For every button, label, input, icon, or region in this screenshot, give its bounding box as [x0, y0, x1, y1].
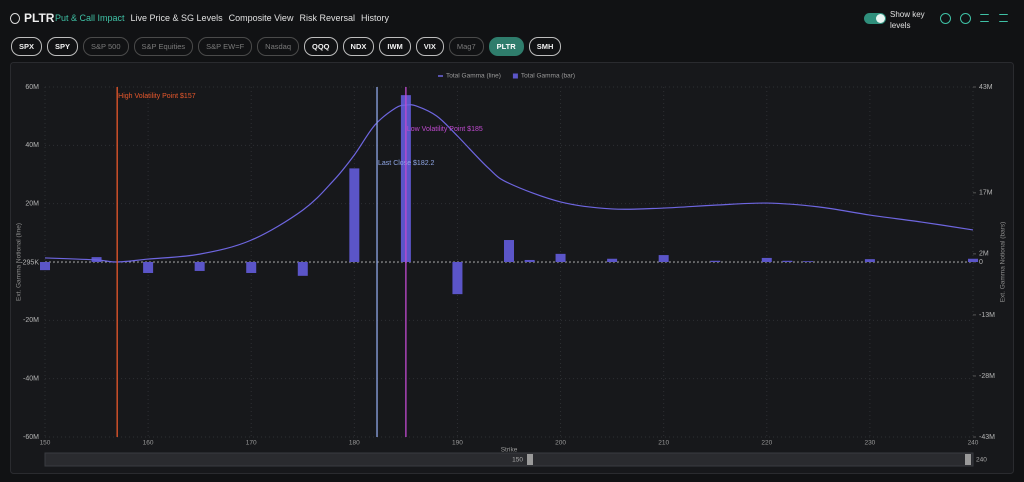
x-tick-label: 170 [246, 440, 257, 447]
legend-label: Total Gamma (bar) [521, 73, 575, 80]
fullscreen-icon[interactable] [999, 14, 1008, 22]
bar [143, 262, 154, 273]
bar [40, 262, 50, 271]
chips: SPX SPY S&P 500 S&P Equities S&P EW=F Nasdaq Q… [11, 37, 562, 56]
y2-axis-title: Ext. Gamma Notional (bars) [1000, 222, 1007, 303]
chip[interactable]: NDX [342, 37, 375, 56]
y2-tick-label: 0 [979, 259, 983, 266]
chip[interactable]: SMH [528, 37, 562, 56]
bar [555, 253, 566, 262]
chip[interactable]: PLTR [488, 37, 524, 56]
toggle[interactable] [864, 13, 886, 24]
chip[interactable]: S&P 500 [83, 37, 129, 56]
y2-tick-label: -28M [979, 373, 995, 380]
key-level-label: Low Volatility Point $185 [407, 126, 483, 133]
range-slider [44, 452, 974, 467]
y-tick-label: 60M [25, 84, 39, 91]
y2-tick-label: -43M [979, 434, 995, 441]
bar [524, 259, 535, 262]
logo [10, 13, 20, 24]
chip[interactable]: VIX [415, 37, 444, 56]
info-icon[interactable] [940, 13, 951, 24]
range-handle [965, 454, 971, 465]
bar [297, 262, 308, 276]
bar [864, 259, 875, 262]
chart: 150 160 170 180 190 200 210 220 230 240 60M 40M 20M -… [10, 62, 1014, 474]
x-tick-label: 150 [40, 440, 51, 447]
bar [968, 258, 978, 262]
tab[interactable]: Risk Reversal [299, 13, 355, 23]
x-tick-label: 180 [349, 440, 360, 447]
ticker: PLTR [24, 11, 55, 25]
y-tick-label: -40M [23, 376, 39, 383]
chart-panel [10, 62, 1014, 474]
bar [761, 257, 772, 262]
tab[interactable]: Live Price & SG Levels [130, 13, 223, 23]
tab[interactable]: Put & Call Impact [55, 13, 125, 23]
chip[interactable]: S&P Equities [133, 37, 194, 56]
chip[interactable]: SPX [11, 37, 43, 56]
chip[interactable]: QQQ [304, 37, 338, 56]
bar [782, 260, 793, 262]
x-tick-label: 220 [761, 440, 772, 447]
chip[interactable]: SPY [47, 37, 79, 56]
y2-tick-label: 17M [979, 190, 993, 197]
bar [710, 260, 721, 262]
range-label: 240 [976, 457, 987, 464]
top-bar: PLTR Put & Call Impact Live Price & SG Le… [0, 0, 1024, 36]
x-tick-label: 190 [452, 440, 463, 447]
x-tick-label: 160 [143, 440, 154, 447]
range-label: 150 [512, 457, 523, 464]
chip[interactable]: Mag7 [448, 37, 484, 56]
y2-tick-label: 43M [979, 84, 993, 91]
y-tick-label: -60M [23, 434, 39, 441]
bar [504, 240, 514, 262]
bar [452, 262, 463, 295]
bar [658, 255, 669, 262]
bar [803, 261, 814, 262]
y2-tick-label: -13M [979, 312, 995, 319]
bar [349, 168, 360, 262]
toggle-label: Show key levels [890, 10, 925, 30]
search-icon[interactable] [960, 13, 971, 24]
y-tick-label: 40M [25, 142, 39, 149]
settings-icon[interactable] [980, 14, 989, 22]
y-tick-label: -20M [23, 317, 39, 324]
bar [194, 262, 205, 271]
y-tick-label: 20M [25, 201, 39, 208]
x-tick-label: 230 [864, 440, 875, 447]
legend-label: Total Gamma (line) [446, 73, 501, 80]
tab[interactable]: History [360, 13, 389, 23]
chip[interactable]: IWM [379, 37, 411, 56]
line [44, 104, 974, 263]
x-tick-label: 200 [555, 440, 566, 447]
bar [607, 258, 618, 262]
y-axis-title: Ext. Gamma Notional (line) [16, 223, 23, 301]
chip[interactable]: S&P EW=F [198, 37, 253, 56]
y-tick-label: -295K [20, 260, 39, 267]
bar [246, 262, 257, 273]
x-tick-label: 240 [968, 440, 979, 447]
y2-tick-label: 2M [979, 251, 989, 258]
tabs: Put & Call Impact Live Price & SG Levels C… [55, 13, 389, 23]
tab[interactable]: Composite View [228, 13, 294, 23]
x-tick-label: 210 [658, 440, 669, 447]
x-axis-title: Strike [501, 447, 518, 454]
key-level-label: High Volatility Point $157 [118, 93, 196, 100]
legend-swatch [512, 73, 518, 79]
chip[interactable]: Nasdaq [257, 37, 300, 56]
range-handle [527, 454, 533, 465]
